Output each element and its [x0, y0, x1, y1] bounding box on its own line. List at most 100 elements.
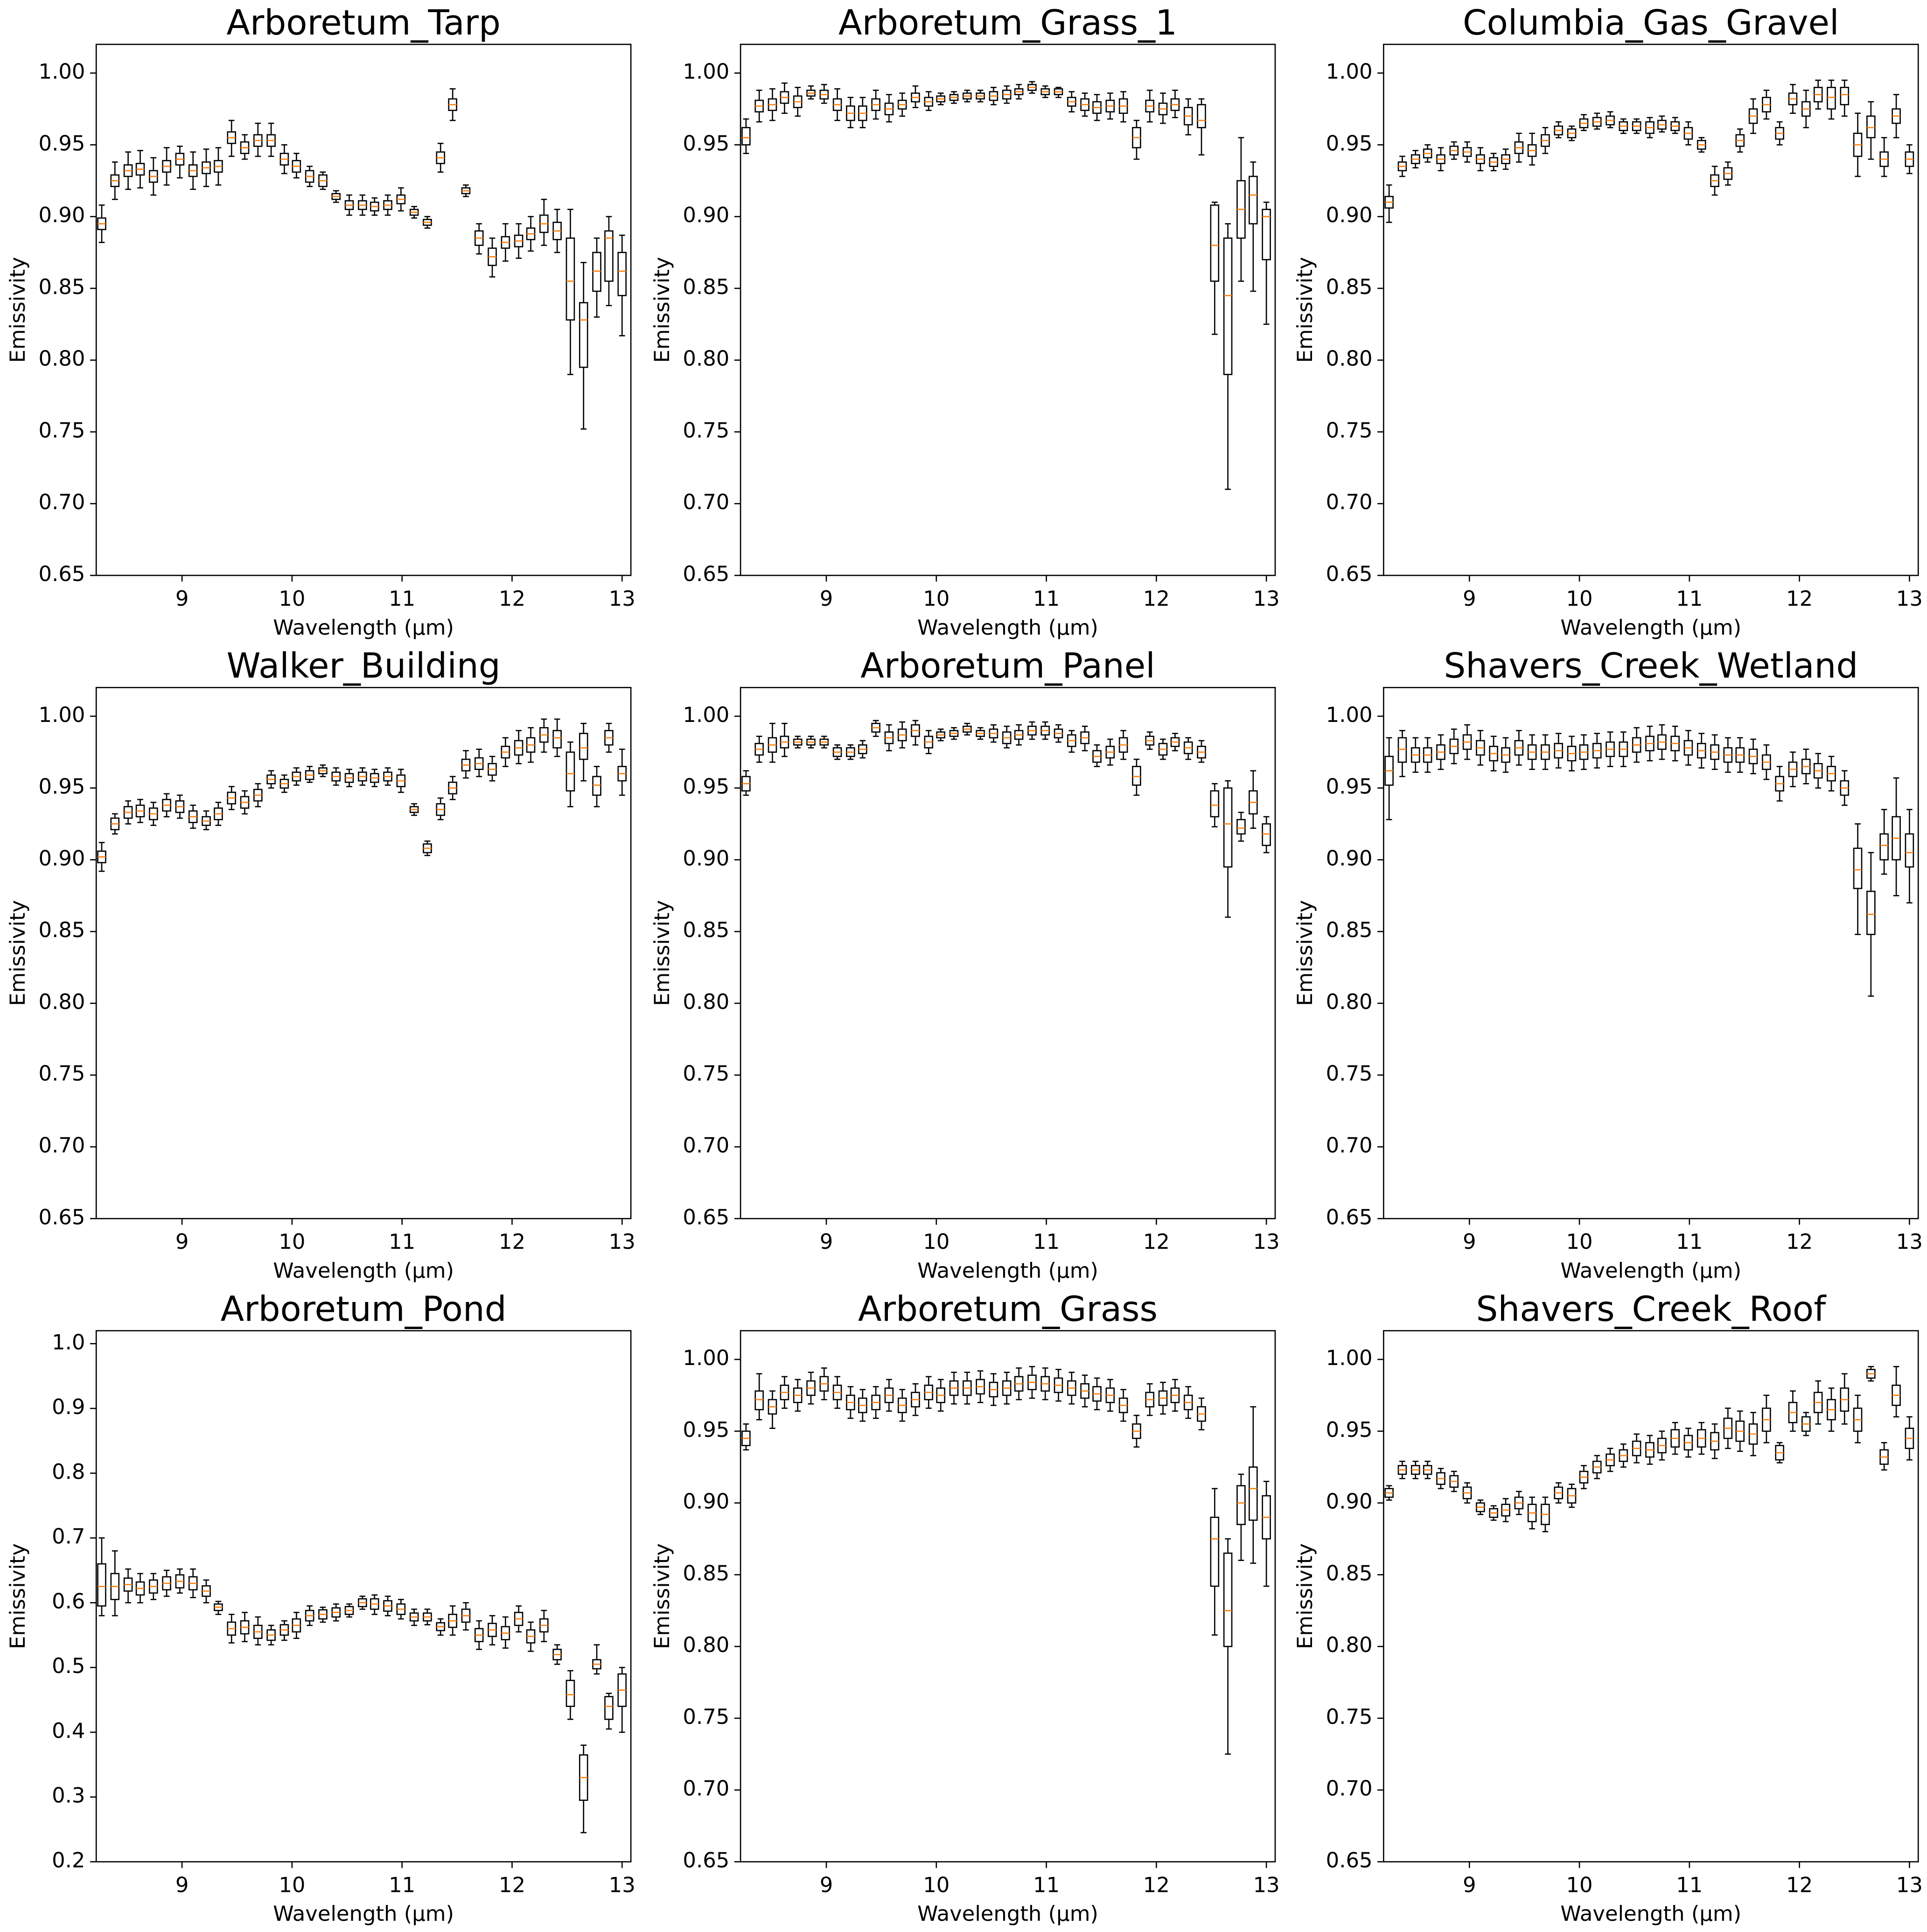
x-tick-label: 9 [1463, 586, 1476, 611]
box [552, 730, 562, 749]
box [97, 1563, 106, 1607]
y-tick-label: 0.80 [39, 346, 85, 371]
subplot: Arboretum_Grass Wavelength (µm) Emissivity… [649, 1289, 1280, 1926]
y-tick-label: 0.70 [1326, 1133, 1373, 1157]
x-tick-label: 10 [923, 586, 950, 611]
box [1223, 237, 1233, 375]
y-tick-label: 0.65 [1326, 561, 1373, 586]
x-tick-label: 11 [1676, 586, 1703, 611]
y-tick-label: 0.8 [52, 1459, 85, 1484]
x-axis-label: Wavelength (µm) [273, 615, 454, 640]
y-tick-label: 0.85 [683, 1561, 729, 1585]
y-axis-label: Emissivity [5, 900, 30, 1006]
y-tick-label: 0.9 [52, 1394, 85, 1419]
x-tick-label: 11 [1033, 1229, 1060, 1254]
y-tick-label: 0.75 [39, 1061, 85, 1086]
x-tick-label: 12 [1143, 586, 1170, 611]
y-tick-label: 0.75 [39, 418, 85, 442]
y-tick-label: 0.80 [683, 1632, 729, 1657]
axes-frame [1383, 43, 1919, 576]
box [579, 733, 588, 760]
box [1223, 1552, 1233, 1647]
y-tick-label: 0.80 [1326, 1632, 1373, 1657]
y-tick-label: 0.70 [39, 490, 85, 514]
box [1866, 890, 1876, 935]
y-tick-label: 0.65 [683, 561, 729, 586]
x-tick-label: 9 [820, 1229, 833, 1254]
y-axis-label: Emissivity [5, 257, 30, 363]
box [566, 1680, 575, 1707]
y-tick-label: 0.85 [1326, 917, 1373, 942]
box [1866, 115, 1876, 139]
x-tick-label: 12 [499, 1229, 525, 1254]
x-tick-label: 11 [389, 1229, 415, 1254]
x-tick-label: 10 [923, 1872, 950, 1897]
y-tick-label: 0.95 [39, 131, 85, 155]
subplot-title: Arboretum_Panel [860, 646, 1155, 686]
y-tick-label: 0.75 [683, 418, 729, 442]
y-tick-label: 0.65 [683, 1204, 729, 1229]
y-axis-label: Emissivity [1292, 257, 1317, 363]
box [592, 252, 601, 292]
y-tick-label: 0.5 [52, 1653, 85, 1678]
y-tick-label: 0.2 [52, 1848, 85, 1873]
y-tick-label: 0.65 [39, 1204, 85, 1229]
box [1840, 86, 1850, 105]
subplot: Arboretum_Pond Wavelength (µm) Emissivity 0… [5, 1289, 635, 1926]
subplot-title: Shavers_Creek_Roof [1476, 1289, 1827, 1329]
x-tick-label: 12 [1143, 1229, 1170, 1254]
axes-frame [1383, 1330, 1919, 1862]
x-axis-label: Wavelength (µm) [273, 1258, 454, 1283]
x-tick-label: 9 [175, 1229, 189, 1254]
x-tick-label: 9 [175, 1872, 189, 1897]
y-tick-label: 1.00 [1326, 59, 1373, 84]
y-tick-label: 0.70 [1326, 490, 1373, 514]
y-tick-label: 0.75 [683, 1061, 729, 1086]
box [1223, 787, 1233, 868]
y-tick-label: 0.85 [39, 274, 85, 299]
box [741, 127, 751, 146]
y-tick-label: 0.70 [683, 490, 729, 514]
y-tick-label: 0.80 [1326, 346, 1373, 371]
x-tick-label: 13 [1253, 586, 1280, 611]
x-tick-label: 13 [1896, 1229, 1923, 1254]
x-axis-label: Wavelength (µm) [917, 1901, 1098, 1926]
x-tick-label: 10 [279, 1229, 305, 1254]
x-tick-label: 10 [923, 1229, 950, 1254]
x-axis-label: Wavelength (µm) [273, 1901, 454, 1926]
x-tick-label: 12 [1786, 586, 1813, 611]
y-axis-label: Emissivity [649, 900, 674, 1006]
box [1210, 790, 1220, 818]
y-tick-label: 0.85 [683, 917, 729, 942]
y-tick-label: 0.70 [683, 1776, 729, 1801]
y-tick-label: 1.00 [39, 59, 85, 84]
subplot-title: Arboretum_Grass [858, 1289, 1158, 1329]
x-tick-label: 13 [1253, 1872, 1280, 1897]
y-tick-label: 0.4 [52, 1718, 85, 1743]
y-tick-label: 0.95 [683, 774, 729, 799]
y-tick-label: 0.85 [39, 917, 85, 942]
y-tick-label: 0.90 [1326, 846, 1373, 870]
y-tick-label: 0.65 [39, 561, 85, 586]
axes-frame [1383, 686, 1919, 1219]
x-tick-label: 13 [609, 1872, 635, 1897]
y-tick-label: 0.80 [39, 989, 85, 1014]
x-tick-label: 13 [609, 1229, 635, 1254]
y-tick-label: 1.0 [52, 1330, 85, 1354]
subplot: Arboretum_Grass_1 Wavelength (µm) Emissivi… [649, 3, 1280, 640]
x-tick-label: 10 [1566, 586, 1592, 611]
axes-frame [95, 43, 632, 576]
y-tick-label: 0.65 [1326, 1204, 1373, 1229]
y-tick-label: 0.90 [39, 846, 85, 870]
box [1132, 766, 1141, 786]
x-tick-label: 11 [1033, 1872, 1060, 1897]
x-tick-label: 13 [1896, 1872, 1923, 1897]
x-tick-label: 10 [1566, 1229, 1592, 1254]
box [1210, 204, 1220, 282]
y-axis-label: Emissivity [649, 257, 674, 363]
subplot-title: Shavers_Creek_Wetland [1444, 646, 1858, 686]
x-tick-label: 10 [1566, 1872, 1592, 1897]
subplot: Shavers_Creek_Roof Wavelength (µm) Emissiv… [1292, 1289, 1923, 1926]
y-tick-label: 0.65 [683, 1848, 729, 1873]
